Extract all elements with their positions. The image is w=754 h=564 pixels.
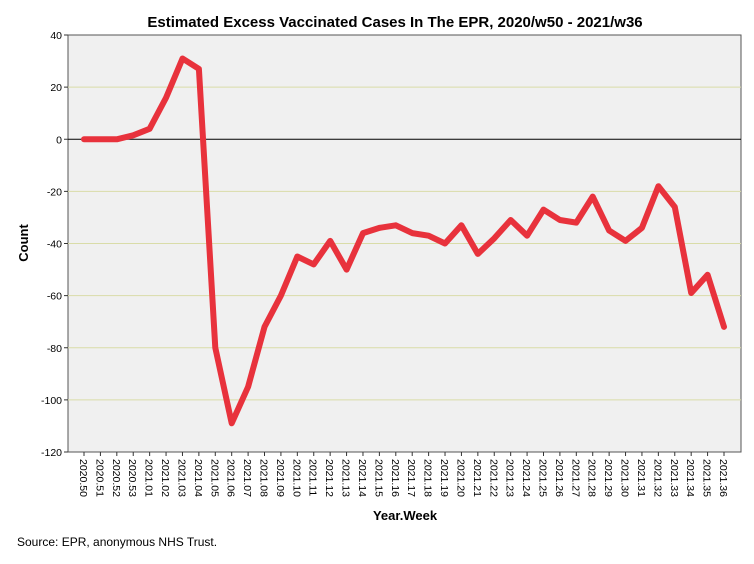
x-tick-label: 2021.29 [602,459,614,497]
y-tick-label: -60 [47,291,62,303]
x-tick-label: 2021.02 [159,459,171,497]
x-tick-label: 2021.06 [225,459,237,497]
x-tick-label: 2021.13 [340,459,352,497]
source-note: Source: EPR, anonymous NHS Trust. [17,535,218,549]
x-tick-label: 2021.36 [717,459,729,497]
x-tick-label: 2021.05 [208,459,220,497]
x-tick-label: 2021.15 [372,459,384,497]
series-line [81,55,727,427]
y-tick-label: 40 [50,30,62,42]
x-tick-label: 2021.26 [553,459,565,497]
y-tick-label: -40 [47,239,62,251]
x-tick-label: 2021.31 [635,459,647,497]
x-tick-label: 2021.03 [175,459,187,497]
x-tick-label: 2021.25 [536,459,548,497]
x-tick-label: 2021.18 [422,459,434,497]
x-tick-label: 2021.20 [454,459,466,497]
x-tick-label: 2021.04 [192,459,204,497]
x-tick-label: 2021.24 [520,459,532,497]
y-tick-label: -20 [47,186,62,198]
x-tick-label: 2021.27 [569,459,581,497]
y-axis-label: Count [16,224,31,262]
x-tick-label: 2021.16 [389,459,401,497]
x-tick-label: 2020.50 [77,459,89,497]
y-tick-label: 0 [56,134,62,146]
x-tick-label: 2020.53 [126,459,138,497]
y-tick-label: -100 [41,395,62,407]
series-group [81,55,727,427]
gridlines [68,86,741,401]
x-tick-label: 2021.17 [405,459,417,497]
x-tick-label: 2021.30 [619,459,631,497]
y-tick-label: -120 [41,447,62,459]
x-tick-label: 2021.22 [487,459,499,497]
x-tick-label: 2020.52 [110,459,122,497]
x-tick-label: 2021.21 [471,459,483,497]
x-tick-label: 2021.11 [307,459,319,496]
chart-title: Estimated Excess Vaccinated Cases In The… [147,14,642,31]
x-tick-label: 2021.12 [323,459,335,497]
x-axis-label: Year.Week [373,508,438,523]
x-tick-label: 2021.19 [438,459,450,497]
x-tick-label: 2021.08 [258,459,270,497]
x-tick-label: 2021.23 [504,459,516,497]
x-tick-label: 2021.34 [684,459,696,497]
x-tick-label: 2021.32 [651,459,663,497]
x-axis-ticks: 2020.50 2020.51 2020.52 2020.53 2021.01 2021.… [77,452,729,497]
x-tick-label: 2021.07 [241,459,253,497]
x-tick-label: 2020.51 [93,459,105,497]
x-tick-label: 2021.33 [668,459,680,497]
x-tick-label: 2021.10 [290,459,302,497]
y-tick-label: 20 [50,82,62,94]
x-tick-label: 2021.35 [701,459,713,497]
x-tick-label: 2021.01 [143,459,155,497]
x-tick-label: 2021.09 [274,459,286,497]
x-tick-label: 2021.28 [586,459,598,497]
x-tick-label: 2021.14 [356,459,368,497]
y-tick-label: -80 [47,343,62,355]
y-axis-ticks: 40 20 0 -20 -40 -60 -80 -100 -120 [41,30,68,459]
